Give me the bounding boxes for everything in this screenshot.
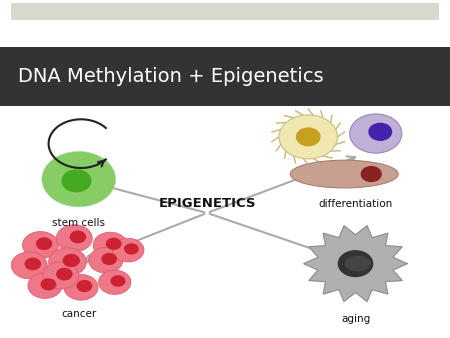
Text: cancer: cancer xyxy=(61,309,96,319)
Text: EPIGENETICS: EPIGENETICS xyxy=(158,197,256,210)
Circle shape xyxy=(25,258,40,270)
Circle shape xyxy=(99,270,131,294)
Circle shape xyxy=(63,255,79,266)
Circle shape xyxy=(112,238,144,262)
Circle shape xyxy=(28,273,62,298)
Circle shape xyxy=(11,252,47,279)
Circle shape xyxy=(62,170,91,192)
Text: stem cells: stem cells xyxy=(52,218,105,228)
Circle shape xyxy=(49,248,86,276)
Circle shape xyxy=(297,128,320,146)
Circle shape xyxy=(41,279,56,290)
Text: DNA Methylation + Epigenetics: DNA Methylation + Epigenetics xyxy=(18,67,324,87)
Circle shape xyxy=(57,268,72,280)
Text: aging: aging xyxy=(341,314,370,324)
Circle shape xyxy=(125,244,138,254)
Circle shape xyxy=(361,167,381,182)
Circle shape xyxy=(107,238,121,249)
Circle shape xyxy=(43,262,79,289)
Ellipse shape xyxy=(290,160,398,188)
Circle shape xyxy=(279,115,338,159)
FancyBboxPatch shape xyxy=(0,47,450,106)
Circle shape xyxy=(22,232,58,259)
Circle shape xyxy=(111,276,125,286)
Circle shape xyxy=(369,123,392,140)
Text: differentiation: differentiation xyxy=(319,199,392,210)
Circle shape xyxy=(93,232,127,258)
Circle shape xyxy=(102,254,117,264)
Circle shape xyxy=(89,247,123,273)
FancyBboxPatch shape xyxy=(11,3,439,20)
Circle shape xyxy=(77,281,92,291)
Circle shape xyxy=(350,114,402,153)
Circle shape xyxy=(36,238,52,249)
Circle shape xyxy=(42,151,116,207)
Circle shape xyxy=(70,231,86,243)
Ellipse shape xyxy=(346,257,370,271)
Polygon shape xyxy=(304,226,407,301)
Circle shape xyxy=(338,251,373,276)
Circle shape xyxy=(56,225,92,252)
Circle shape xyxy=(64,274,98,300)
